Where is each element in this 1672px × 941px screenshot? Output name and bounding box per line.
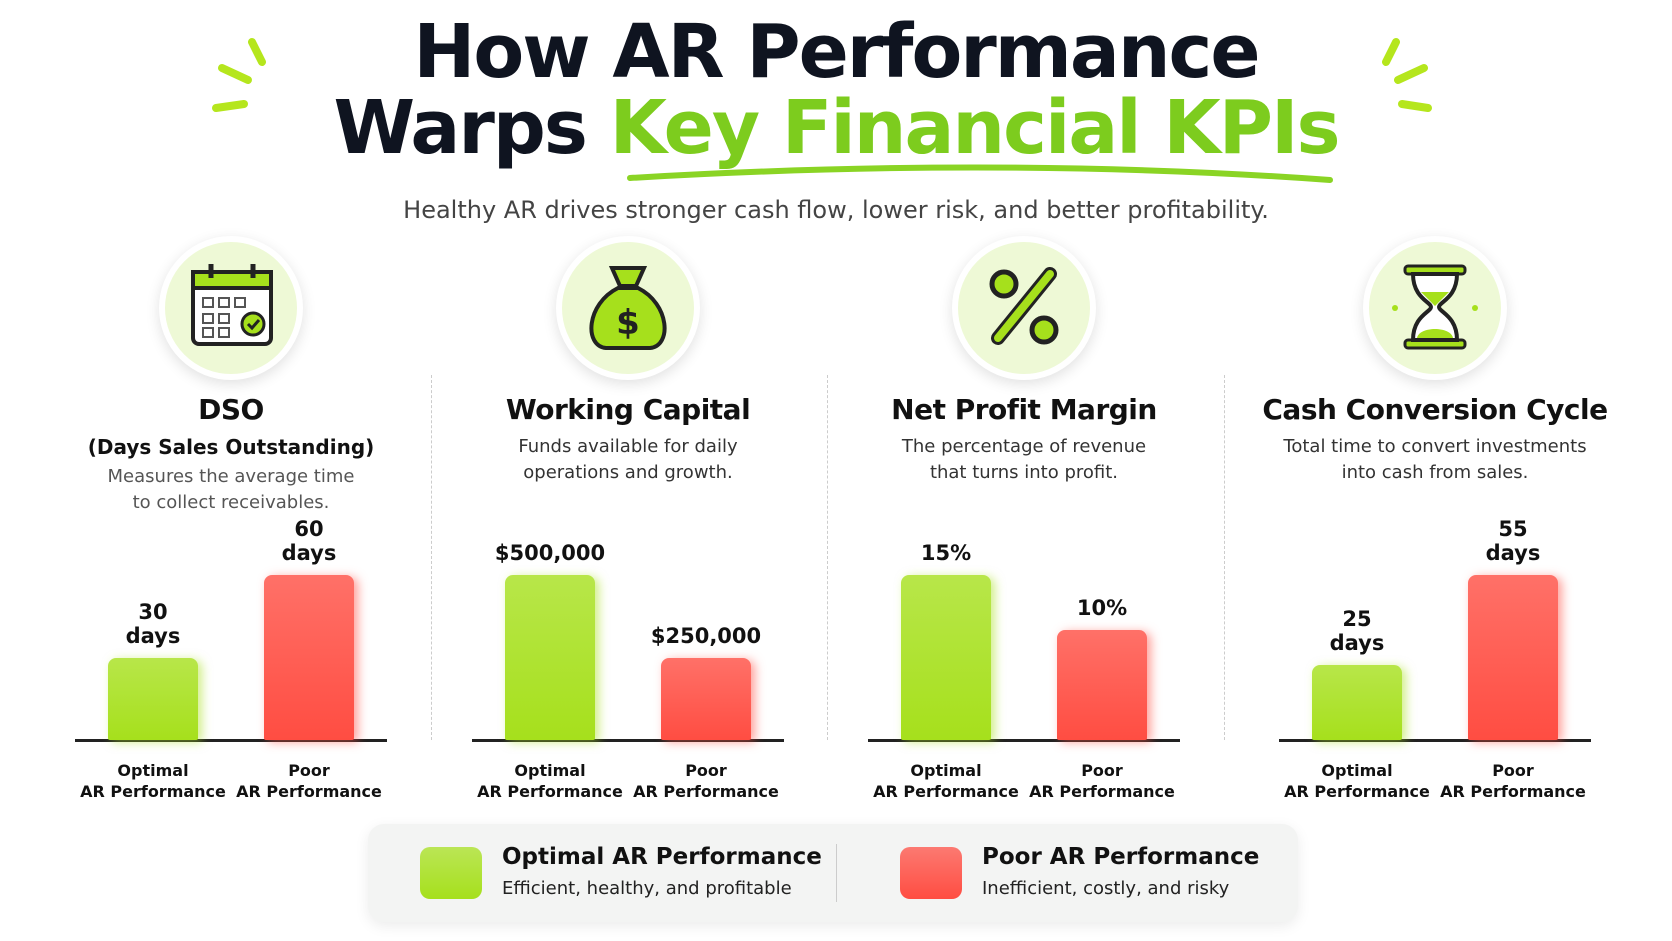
- title-line2: Warps Key Financial KPIs: [0, 88, 1672, 168]
- chart-panel: DSO (Days Sales Outstanding) Measures the …: [22, 0, 440, 941]
- chart-header: Working Capital Funds available for daily…: [419, 388, 837, 486]
- title-plain: Warps: [333, 85, 587, 171]
- chart-header: Cash Conversion Cycle Total time to conve…: [1226, 388, 1644, 486]
- bar: [264, 575, 354, 740]
- x-tick-label: Poor AR Performance: [1029, 761, 1175, 801]
- chart-description: Measures the average time to collect rec…: [107, 466, 355, 513]
- value-label: $500,000: [494, 541, 606, 565]
- chart-description: Total time to convert investments into c…: [1283, 436, 1587, 483]
- x-tick-label: Poor AR Performance: [1440, 761, 1586, 801]
- subtitle: Healthy AR drives stronger cash flow, lo…: [403, 196, 1269, 224]
- bar: [901, 575, 991, 740]
- chart-title: Net Profit Margin: [891, 393, 1157, 426]
- divider: [431, 375, 432, 740]
- bar: [108, 657, 198, 740]
- x-tick-label: Optimal AR Performance: [873, 761, 1019, 801]
- x-tick-label: Optimal AR Performance: [80, 761, 226, 801]
- x-tick-label: Poor AR Performance: [633, 761, 779, 801]
- chart-title: Cash Conversion Cycle: [1262, 393, 1608, 426]
- value-label: 60 days: [281, 517, 337, 565]
- money-bag-icon: $: [556, 236, 700, 380]
- divider: [1224, 375, 1225, 740]
- bar: [1312, 665, 1402, 740]
- value-label: 55 days: [1485, 517, 1541, 565]
- bar: [1057, 630, 1147, 740]
- x-axis: [472, 739, 784, 742]
- chart-title: Working Capital: [505, 393, 751, 426]
- chart-panel: Working Capital Funds available for daily…: [419, 0, 837, 941]
- sparkles: [212, 38, 1432, 112]
- legend-label: Poor AR Performance: [982, 844, 1260, 870]
- value-label: 10%: [1076, 596, 1128, 620]
- x-tick-label: Poor AR Performance: [236, 761, 382, 801]
- title-highlight: Key Financial KPIs: [609, 85, 1341, 171]
- legend-description: Inefficient, costly, and risky: [982, 878, 1230, 899]
- legend-label: Optimal AR Performance: [502, 844, 822, 870]
- title-line1: How AR Performance: [413, 9, 1260, 95]
- x-tick-label: Optimal AR Performance: [1284, 761, 1430, 801]
- value-label: 25 days: [1329, 607, 1385, 655]
- chart-description: The percentage of revenue that turns int…: [901, 436, 1147, 483]
- hourglass-icon: [1363, 236, 1507, 380]
- bar: [505, 575, 595, 740]
- chart-subtitle: (Days Sales Outstanding): [87, 435, 375, 459]
- x-axis: [75, 739, 387, 742]
- bar: [1468, 575, 1558, 740]
- chart-description: Funds available for daily operations and…: [518, 436, 738, 483]
- divider: [827, 375, 828, 740]
- value-label: $250,000: [650, 623, 762, 648]
- chart-header: DSO (Days Sales Outstanding) Measures the …: [22, 388, 440, 516]
- calendar-icon: [159, 236, 303, 380]
- legend-description: Efficient, healthy, and profitable: [502, 878, 792, 899]
- bar: [661, 657, 751, 740]
- chart-panel: Net Profit Margin The percentage of reven…: [815, 0, 1233, 941]
- legend-swatch: [900, 847, 962, 899]
- x-axis: [868, 739, 1180, 742]
- x-axis: [1279, 739, 1591, 742]
- legend-swatch: [420, 847, 482, 899]
- legend: Optimal AR Performance Efficient, healthy…: [368, 824, 1298, 922]
- svg-text:$: $: [616, 303, 640, 343]
- value-label: 30 days: [125, 599, 181, 648]
- value-label: 15%: [920, 541, 972, 565]
- chart-header: Net Profit Margin The percentage of reven…: [815, 388, 1233, 486]
- legend-divider: [836, 844, 837, 902]
- percent-icon: [952, 236, 1096, 380]
- x-tick-label: Optimal AR Performance: [477, 761, 623, 801]
- chart-title: DSO: [198, 393, 264, 426]
- chart-panel: Cash Conversion Cycle Total time to conve…: [1226, 0, 1644, 941]
- title-underline: [627, 164, 1333, 183]
